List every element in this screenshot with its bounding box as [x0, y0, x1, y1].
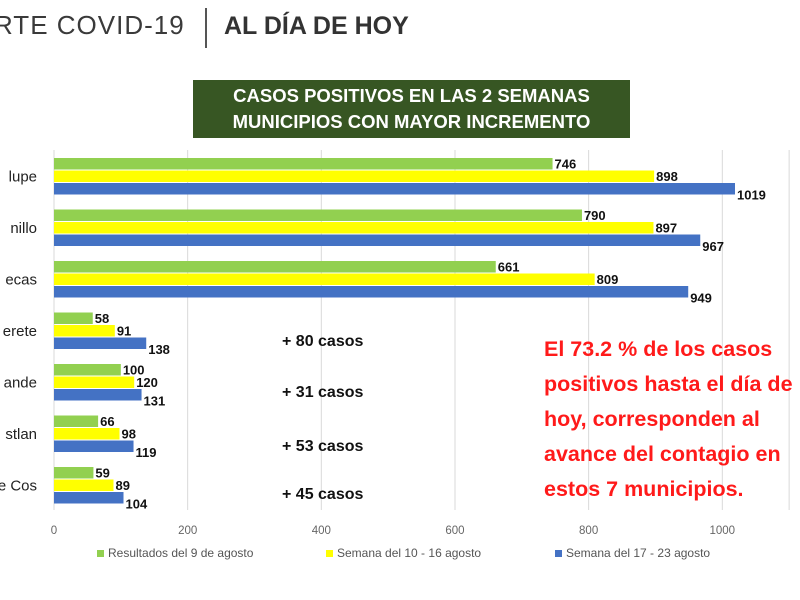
data-label: 661	[498, 260, 520, 275]
category-label: nillo	[10, 220, 37, 237]
data-label: 100	[123, 363, 145, 378]
data-label: 1019	[737, 188, 766, 203]
x-tick-label: 400	[312, 525, 331, 537]
data-label: 898	[656, 169, 678, 184]
note-text: El 73.2 % de los casos positivos hasta e…	[544, 332, 800, 507]
data-label: 89	[115, 478, 129, 493]
data-label: 790	[584, 208, 606, 223]
bar-aug9	[54, 467, 94, 479]
increase-label: + 53 casos	[282, 438, 364, 455]
data-label: 967	[702, 239, 724, 254]
bar-aug17-23	[54, 389, 142, 401]
data-label: 91	[117, 324, 131, 339]
legend-label: Resultados del 9 de agosto	[108, 546, 254, 560]
note-line-5: estos 7 municipios.	[544, 477, 744, 501]
category-label: erete	[3, 323, 37, 340]
legend-label: Semana del 10 - 16 agosto	[337, 546, 481, 560]
header-title-right: AL DÍA DE HOY	[224, 12, 409, 40]
x-tick-label: 200	[178, 525, 197, 537]
note-line-4: avance del contagio en	[544, 442, 781, 466]
note-line-2: positivos hasta el día de	[544, 372, 793, 396]
bar-aug9	[54, 312, 93, 324]
bar-aug10-16	[54, 428, 120, 440]
bar-aug9	[54, 158, 553, 170]
data-label: 131	[144, 394, 166, 409]
bar-aug9	[54, 261, 496, 273]
bar-aug10-16	[54, 170, 655, 182]
x-tick-label: 0	[51, 525, 57, 537]
x-tick-label: 600	[445, 525, 464, 537]
bar-aug17-23	[54, 234, 701, 246]
data-label: 104	[126, 497, 148, 512]
increase-label: + 31 casos	[282, 384, 364, 401]
category-label: ande	[4, 374, 37, 391]
bar-aug10-16	[54, 325, 115, 337]
bar-aug9	[54, 209, 582, 221]
legend-swatch	[555, 550, 562, 557]
bar-aug10-16	[54, 222, 654, 234]
category-label: lupe	[9, 168, 37, 185]
legend-swatch	[326, 550, 333, 557]
legend-swatch	[97, 550, 104, 557]
increase-label: + 80 casos	[282, 333, 364, 350]
bar-aug17-23	[54, 286, 689, 298]
bar-aug10-16	[54, 479, 114, 491]
note-line-3: hoy, corresponden al	[544, 407, 760, 431]
bar-aug10-16	[54, 273, 595, 285]
bar-aug9	[54, 364, 121, 376]
chart-title: CASOS POSITIVOS EN LAS 2 SEMANAS MUNICIP…	[193, 80, 630, 138]
data-label: 66	[100, 414, 114, 429]
bar-aug17-23	[54, 440, 134, 452]
note-line-1: El 73.2 % de los casos	[544, 337, 773, 361]
bar-aug17-23	[54, 492, 124, 504]
data-label: 58	[95, 311, 109, 326]
category-label: e Cos	[0, 477, 37, 494]
data-label: 59	[95, 466, 109, 481]
data-label: 949	[690, 291, 712, 306]
bar-aug17-23	[54, 183, 735, 195]
data-label: 809	[597, 272, 619, 287]
header-title-left: RTE COVID-19	[0, 10, 185, 40]
increase-label: + 45 casos	[282, 486, 364, 503]
category-label: stlan	[5, 426, 37, 443]
data-label: 138	[148, 342, 170, 357]
x-tick-label: 800	[579, 525, 598, 537]
bar-aug17-23	[54, 337, 147, 349]
category-label: ecas	[5, 271, 37, 288]
data-label: 120	[136, 375, 158, 390]
x-tick-label: 1000	[710, 525, 736, 537]
data-label: 119	[136, 445, 157, 460]
legend-label: Semana del 17 - 23 agosto	[566, 546, 710, 560]
bar-aug10-16	[54, 376, 135, 388]
chart-title-line-2: MUNICIPIOS CON MAYOR INCREMENTO	[232, 111, 591, 132]
data-label: 98	[121, 427, 135, 442]
bar-aug9	[54, 415, 99, 427]
chart-title-line-1: CASOS POSITIVOS EN LAS 2 SEMANAS	[233, 85, 590, 106]
header-divider	[205, 8, 207, 48]
data-label: 897	[655, 221, 677, 236]
data-label: 746	[555, 157, 577, 172]
